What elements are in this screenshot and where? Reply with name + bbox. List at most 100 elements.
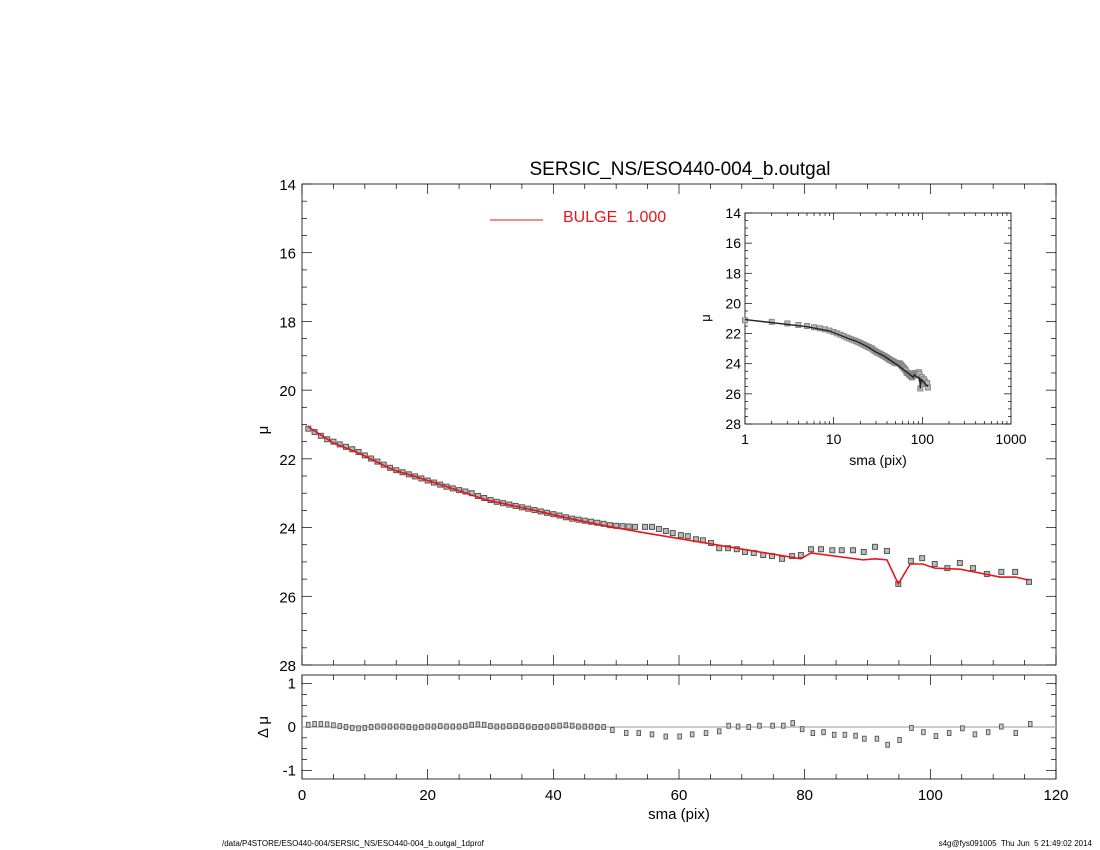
residual-point bbox=[703, 730, 709, 737]
inset-model-line bbox=[744, 318, 929, 389]
residual-point bbox=[799, 726, 805, 733]
residual-point bbox=[999, 723, 1004, 730]
residual-point bbox=[853, 732, 858, 739]
main-y-axis-label: μ bbox=[255, 426, 272, 435]
observed-point bbox=[642, 523, 649, 530]
residual-point bbox=[563, 722, 569, 729]
inset-y-tick-label: 20 bbox=[725, 295, 741, 311]
residual-point bbox=[677, 733, 682, 740]
observed-point bbox=[860, 548, 867, 555]
residual-point bbox=[356, 725, 361, 732]
inset-y-axis-label: μ bbox=[698, 314, 713, 322]
residual-point bbox=[394, 723, 399, 730]
residual-point bbox=[790, 720, 795, 727]
residual-point bbox=[557, 722, 562, 729]
observed-point bbox=[797, 552, 804, 559]
observed-point bbox=[838, 547, 845, 554]
residual-point bbox=[488, 723, 493, 730]
residual-point bbox=[318, 721, 324, 727]
x-tick-label: 60 bbox=[671, 787, 688, 804]
main-y-tick-label: 28 bbox=[279, 658, 296, 675]
observed-point bbox=[725, 545, 732, 552]
residual-point bbox=[1013, 730, 1019, 737]
residual-point bbox=[406, 724, 412, 730]
main-y-tick-label: 14 bbox=[279, 177, 296, 194]
residual-point bbox=[525, 723, 531, 730]
residual-point bbox=[831, 731, 837, 738]
residual-point bbox=[862, 735, 867, 742]
residual-point bbox=[343, 724, 349, 730]
observed-point bbox=[829, 547, 836, 554]
inset-y-tick-label: 18 bbox=[725, 265, 741, 281]
inset-y-tick-label: 28 bbox=[725, 416, 741, 432]
residual-point bbox=[481, 721, 487, 728]
residual-point bbox=[551, 723, 556, 730]
main-y-tick-label: 24 bbox=[279, 521, 296, 538]
observed-point bbox=[872, 543, 879, 550]
residual-point bbox=[337, 723, 342, 730]
inset-plot-frame bbox=[744, 212, 1012, 425]
inset-y-tick-label: 24 bbox=[725, 356, 741, 372]
residual-point bbox=[576, 723, 581, 730]
residual-point bbox=[663, 733, 669, 740]
residual-point bbox=[985, 729, 991, 736]
inset-x-tick-label: 1 bbox=[741, 431, 749, 447]
residual-point bbox=[601, 724, 606, 730]
residual-point bbox=[569, 722, 575, 729]
legend-label-bulge: BULGE 1.000 bbox=[563, 209, 666, 226]
residual-point bbox=[532, 724, 537, 730]
residual-point bbox=[726, 722, 731, 729]
x-axis-label: sma (pix) bbox=[648, 806, 710, 823]
observed-point bbox=[716, 545, 723, 552]
footer-file-path: /data/P4STORE/ESO440-004/SERSIC_NS/ESO44… bbox=[222, 839, 484, 848]
observed-point bbox=[907, 557, 914, 564]
observed-point bbox=[931, 560, 938, 567]
residual-point bbox=[636, 730, 642, 737]
residual-point bbox=[921, 729, 926, 736]
residual-point bbox=[400, 723, 405, 730]
residual-point bbox=[735, 723, 741, 730]
residual-point bbox=[946, 730, 952, 737]
x-tick-label: 80 bbox=[796, 787, 813, 804]
residual-point bbox=[874, 735, 880, 742]
residual-point bbox=[513, 723, 518, 730]
residual-point bbox=[431, 723, 437, 730]
observed-point bbox=[625, 523, 632, 530]
residual-point bbox=[425, 723, 430, 730]
residual-point bbox=[444, 723, 449, 730]
observed-point bbox=[648, 523, 655, 530]
observed-point bbox=[850, 547, 857, 554]
residual-point bbox=[450, 723, 456, 730]
observed-point bbox=[632, 523, 639, 530]
residual-point bbox=[475, 721, 481, 728]
inset-y-tick-label: 22 bbox=[725, 326, 741, 342]
observed-point bbox=[594, 519, 601, 526]
residual-point bbox=[538, 724, 544, 730]
residual-point bbox=[368, 724, 374, 730]
x-tick-label: 100 bbox=[918, 787, 943, 804]
inset-y-tick-label: 14 bbox=[725, 205, 741, 221]
residual-point bbox=[324, 721, 330, 728]
residual-point bbox=[1027, 721, 1033, 727]
inset-observed-point bbox=[924, 384, 931, 391]
residual-point bbox=[519, 723, 525, 730]
observed-point bbox=[789, 553, 796, 560]
residual-point bbox=[770, 722, 775, 729]
residual-point bbox=[821, 729, 826, 736]
residual-point bbox=[463, 723, 468, 730]
observed-point bbox=[655, 525, 662, 532]
main-y-tick-label: 20 bbox=[279, 383, 296, 400]
residual-point bbox=[909, 724, 914, 731]
residual-point bbox=[746, 724, 751, 730]
observed-point bbox=[970, 565, 977, 572]
x-tick-label: 20 bbox=[419, 787, 436, 804]
x-tick-label: 120 bbox=[1043, 787, 1068, 804]
observed-point bbox=[779, 555, 786, 562]
residual-point bbox=[588, 723, 594, 730]
main-y-tick-label: 22 bbox=[279, 452, 296, 469]
residual-point bbox=[933, 733, 939, 740]
residual-point bbox=[781, 722, 786, 729]
residual-point bbox=[582, 723, 588, 730]
residual-point bbox=[381, 723, 386, 730]
residual-point bbox=[972, 731, 978, 738]
